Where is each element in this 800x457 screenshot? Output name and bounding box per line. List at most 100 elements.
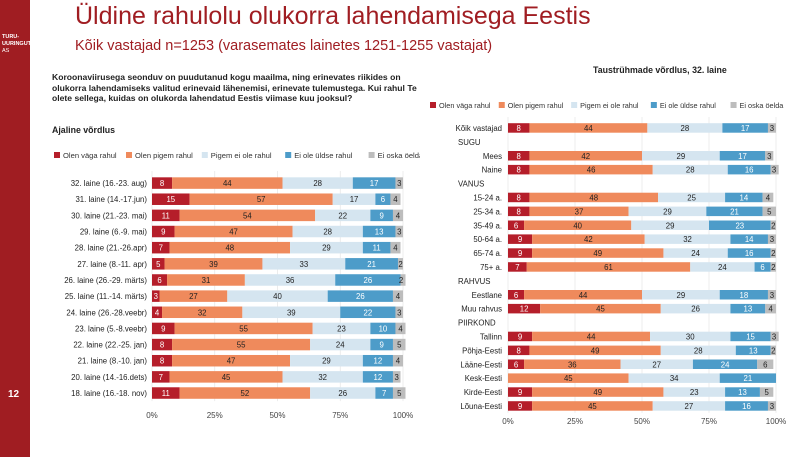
bar-segment [730,303,766,314]
data-label: 32 [198,308,207,317]
bar-segment [400,274,406,286]
bar-segment [392,387,406,399]
category-label: 26. laine (26.-29. märts) [64,276,147,285]
x-tick-label: 100% [766,417,786,426]
bar-segment [310,387,376,399]
bar-segment [362,371,393,383]
data-label: 26 [338,389,347,398]
data-label: 11 [162,389,170,398]
data-label: 39 [287,308,296,317]
bar-segment [532,387,664,397]
bar-segment [335,274,401,286]
bar-segment [152,354,173,367]
data-label: 2 [771,249,775,258]
data-label: 28 [313,179,322,188]
bar-segment [508,206,530,217]
data-label: 25 [687,193,696,202]
survey-question: Koroonaviirusega seonduv on puudutanud k… [52,72,417,103]
bar-segment [770,331,779,342]
category-label: 18. laine (16.-18. nov) [71,389,147,398]
left-chart-heading: Ajaline võrdlus [52,125,116,135]
data-label: 5 [764,388,769,397]
bar-segment [174,225,293,238]
right-chart-heading: Taustrühmade võrdlus, 32. laine [593,65,727,75]
bar-segment [770,220,776,230]
data-label: 2 [771,346,775,355]
category-label: Eestlane [472,291,502,300]
data-label: 30 [686,332,695,341]
data-label: 2 [398,260,402,269]
bar-segment [152,322,175,335]
bar-segment [395,177,403,189]
data-label: 45 [588,402,597,411]
bar-segment [392,290,403,302]
bar-segment [508,164,530,175]
data-label: 42 [581,152,590,161]
data-label: 42 [584,235,593,244]
x-tick-label: 100% [393,411,413,420]
bar-segment [650,331,731,342]
legend-label: Olen väga rahul [63,151,117,160]
bar-segment [244,274,336,286]
data-label: 4 [766,193,771,202]
bar-segment [767,123,776,133]
legend-label: Pigem ei ole rahul [211,151,272,160]
data-label: 9 [161,228,165,237]
bar-segment [524,290,642,300]
group-comparison-chart: Olen väga rahul Olen pigem rahul Pigem ei … [430,101,786,426]
bar-segment [508,401,533,411]
data-label: 3 [770,235,774,244]
data-label: 3 [397,179,401,188]
x-tick-label: 0% [146,411,158,420]
data-label: 3 [772,166,776,175]
category-label: 35-49 a. [473,221,502,230]
bar-segment [362,241,391,254]
bar-segment [725,387,760,397]
category-label: 31. laine (14.-17.jun) [75,195,147,204]
bar-segment [395,225,403,238]
data-label: 6 [514,221,518,230]
data-label: 24 [718,263,727,272]
bar-segment [757,359,774,369]
bar-segment [340,306,396,319]
bar-segment [620,359,693,369]
data-label: 7 [382,389,386,398]
category-label: 20. laine (14.-16.dets) [71,373,147,382]
data-label: 4 [393,244,398,253]
bar-segment [508,359,525,369]
bar-segment [290,354,363,367]
bar-segment [762,206,776,217]
data-label: 44 [223,179,232,188]
bar-segment [508,192,530,203]
data-label: 17 [738,152,747,161]
data-label: 8 [517,346,521,355]
bar-segment [282,371,363,383]
data-label: 13 [744,305,753,314]
bar-segment [631,220,709,230]
bar-segment [390,193,401,205]
group-header-label: RAHVUS [458,277,491,286]
x-tick-label: 25% [567,417,583,426]
page-subtitle: Kõik vastajad n=1253 (varasemates lainet… [75,38,493,54]
bar-segment [526,262,691,272]
bar-segment [345,258,398,270]
bar-segment [310,338,371,351]
data-label: 3 [397,308,401,317]
category-label: 30. laine (21.-23. mai) [71,211,147,220]
bar-segment [644,234,731,244]
bar-segment [392,371,401,383]
data-label: 32 [683,235,692,244]
data-label: 37 [575,207,584,216]
data-label: 9 [518,388,522,397]
data-label: 8 [160,179,164,188]
data-label: 17 [741,124,750,133]
data-label: 10 [379,324,388,333]
bar-segment [532,234,645,244]
data-label: 8 [160,357,164,366]
data-label: 22 [338,211,347,220]
bar-segment [719,373,776,383]
bar-segment [770,248,776,258]
bar-segment [189,193,333,205]
bar-segment [390,241,401,254]
data-label: 9 [518,249,522,258]
